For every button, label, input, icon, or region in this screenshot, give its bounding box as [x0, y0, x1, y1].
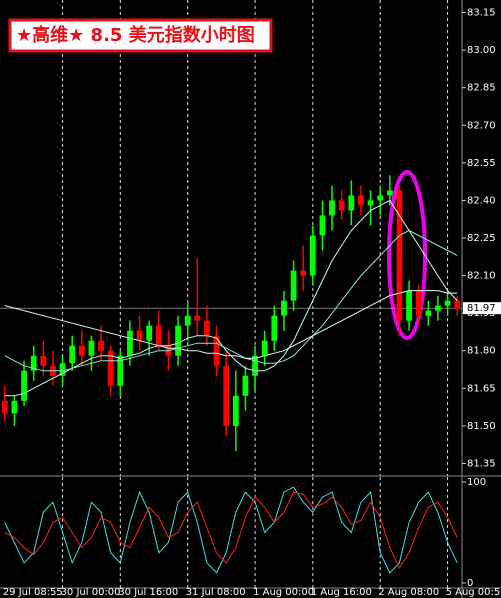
- candle-body: [338, 200, 345, 211]
- candle-body: [406, 290, 412, 321]
- x-tick-label: 30 Jul 00:00: [61, 587, 121, 598]
- candle-body: [329, 200, 335, 216]
- candle-body: [290, 270, 297, 301]
- candle-body: [1, 400, 8, 414]
- candle-body: [88, 340, 95, 356]
- x-tick-label: 30 Jul 16:00: [118, 587, 178, 598]
- current-price-label: 81.97: [467, 303, 496, 314]
- candle-body: [40, 355, 47, 366]
- x-tick-label: 5 Aug 00:55: [446, 587, 501, 598]
- candle-body: [377, 195, 384, 201]
- y-tick-label: 81.35: [467, 458, 496, 469]
- x-tick-label: 1 Aug 16:00: [311, 587, 372, 598]
- candle-body: [175, 325, 181, 356]
- candle-body: [435, 305, 441, 311]
- candle-body: [309, 235, 316, 276]
- candle-body: [386, 190, 393, 196]
- y-tick-label: 81.80: [467, 346, 496, 357]
- candle-body: [454, 300, 461, 309]
- indicator-line: [4, 290, 458, 359]
- current-price-box: [463, 302, 501, 315]
- y-tick-label: 83.15: [467, 8, 496, 19]
- candle-body: [184, 315, 191, 326]
- candle-body: [396, 190, 403, 321]
- indicator-line: [4, 491, 458, 569]
- x-tick-label: 2 Aug 08:00: [378, 587, 439, 598]
- x-tick-label: 1 Aug 00:00: [253, 587, 314, 598]
- candle-body: [358, 195, 364, 206]
- candle-body: [271, 315, 278, 341]
- candle-body: [155, 325, 162, 346]
- y-tick-label: 82.25: [467, 233, 496, 244]
- candle-body: [146, 325, 153, 341]
- candle-body: [98, 340, 104, 351]
- candle-body: [223, 365, 230, 426]
- candle-body: [252, 355, 258, 376]
- y-tick-label: 82.70: [467, 120, 496, 131]
- x-tick-label: 31 Jul 08:00: [186, 587, 246, 598]
- candle-body: [107, 350, 114, 386]
- x-tick-label: 29 Jul 08:55: [3, 587, 63, 598]
- candle-body: [117, 355, 124, 386]
- chart-title: ★高维★ 8.5 美元指数小时图: [16, 24, 255, 46]
- candle-body: [444, 300, 451, 306]
- candle-body: [11, 400, 18, 414]
- y-tick-label: 0: [467, 578, 473, 589]
- title-box: [8, 18, 273, 53]
- y-tick-label: 82.40: [467, 195, 496, 206]
- candle-body: [425, 310, 432, 316]
- candle-body: [213, 335, 220, 366]
- candle-body: [194, 315, 201, 321]
- y-tick-label: 82.10: [467, 271, 496, 282]
- candle-body: [415, 290, 422, 316]
- candle-body: [69, 345, 76, 364]
- y-tick-label: 100: [467, 477, 486, 488]
- candle-body: [204, 320, 210, 336]
- y-tick-label: 83.00: [467, 45, 496, 56]
- candle-body: [367, 200, 374, 206]
- y-tick-label: 82.85: [467, 83, 496, 94]
- candle-body: [242, 375, 249, 396]
- y-tick-label: 81.50: [467, 421, 496, 432]
- candle-body: [30, 355, 37, 371]
- y-tick-label: 81.65: [467, 383, 496, 394]
- indicator-line: [4, 229, 458, 372]
- candle-body: [232, 395, 239, 426]
- y-tick-label: 82.55: [467, 158, 496, 169]
- candle-body: [21, 370, 27, 401]
- candle-body: [127, 330, 133, 356]
- candle-body: [348, 195, 355, 211]
- candle-body: [261, 340, 268, 356]
- candle-body: [281, 300, 287, 316]
- candle-body: [300, 270, 307, 276]
- candle-body: [59, 363, 66, 376]
- candle-body: [78, 345, 85, 356]
- candle-body: [319, 215, 326, 236]
- candle-body: [136, 330, 143, 341]
